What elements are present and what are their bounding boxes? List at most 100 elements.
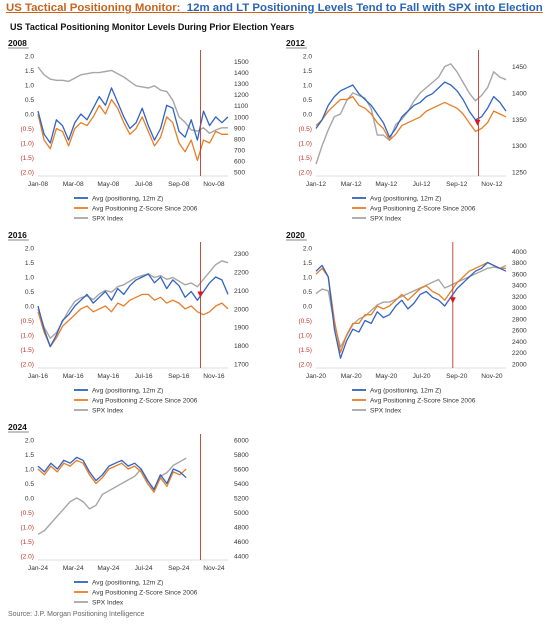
series-line-1 [315,261,506,354]
left-tick-label: (0.5) [20,126,34,133]
left-tick-label: 1.5 [303,68,312,75]
right-tick-label: 2100 [234,288,249,295]
right-tick-label: 5600 [234,467,249,474]
right-tick-label: 5400 [234,481,249,488]
x-tick-label: Nov-24 [203,565,225,572]
x-tick-label: Mar-16 [63,373,84,380]
left-tick-label: (0.5) [298,126,312,133]
right-tick-label: 700 [234,147,245,154]
x-tick-label: May-12 [375,181,397,188]
series-line-1 [315,95,507,141]
right-tick-label: 800 [234,136,245,143]
right-tick-label: 1400 [512,90,527,97]
series-line-0 [37,273,229,348]
chart-2008: 2008 2.0 1.5 1.0 0.5 0.0 (0.5) (1.0) (1.5) (2.0) 1… [8,38,249,222]
x-tick-label: May-20 [375,373,397,380]
chart-2012: 2012 2.0 1.5 1.0 0.5 0.0 (0.5) (1.0) (1.5) (2.0) 1… [286,38,527,222]
x-tick-label: Nov-20 [481,373,503,380]
x-tick-label: Sep-16 [168,373,190,380]
left-tick-label: 1.0 [303,275,312,282]
left-tick-label: (1.0) [20,525,34,532]
page-subtitle: US Tactical Positioning Monitor Levels D… [10,22,295,32]
left-tick-label: 0.5 [25,481,34,488]
right-tick-label: 500 [234,170,245,177]
left-tick-label: 1.0 [25,275,34,282]
x-tick-label: Jan-24 [28,565,48,572]
legend-entry: Avg (positioning, 12m Z) [92,195,163,202]
left-tick-label: 1.5 [25,68,34,75]
series-line-2 [37,260,229,339]
left-tick-label: (0.5) [20,510,34,517]
left-tick-label: 2.0 [303,246,312,253]
right-tick-label: 5000 [234,510,249,517]
left-tick-label: 1.0 [303,83,312,90]
series-line-0 [37,87,229,144]
series-line-2 [37,457,187,535]
right-tick-label: 5800 [234,452,249,459]
right-tick-label: 1300 [234,81,249,88]
x-tick-label: May-08 [97,181,119,188]
left-tick-label: (1.5) [20,155,34,162]
right-tick-label: 4800 [234,525,249,532]
chart-title: 2012 [286,38,305,48]
x-tick-label: Jul-20 [413,373,431,380]
x-tick-label: Mar-20 [341,373,362,380]
legend-entry: SPX Index [370,215,402,222]
legend-entry: Avg (positioning, 12m Z) [370,195,441,202]
left-tick-label: 0.0 [25,496,34,503]
right-tick-label: 1500 [234,59,249,66]
series-line-0 [315,261,507,359]
right-tick-label: 600 [234,158,245,165]
x-tick-label: Jan-12 [306,181,326,188]
chart-title: 2008 [8,38,27,48]
right-tick-label: 1700 [234,362,249,369]
legend-entry: SPX Index [92,599,124,606]
left-tick-label: (2.0) [298,362,312,369]
right-tick-label: 2300 [234,251,249,258]
right-tick-label: 1250 [512,170,527,177]
right-tick-label: 2200 [234,269,249,276]
series-line-1 [37,293,229,348]
series-line-0 [315,81,507,138]
left-tick-label: 2.0 [25,438,34,445]
left-tick-label: (1.0) [20,141,34,148]
legend-entry: Avg Positioning Z-Score Since 2006 [92,397,198,404]
right-tick-label: 5200 [234,496,249,503]
left-tick-label: (1.5) [20,539,34,546]
chart-2020: 2020 2.0 1.5 1.0 0.5 0.0 (0.5) (1.0) (1.5) (2.0) 4… [286,230,527,414]
arrow-marker [474,119,481,126]
left-tick-label: (1.0) [298,141,312,148]
chart-title: 2020 [286,230,305,240]
right-tick-label: 3400 [512,283,527,290]
right-tick-label: 3600 [512,271,527,278]
legend-entry: Avg (positioning, 12m Z) [370,387,441,394]
left-tick-label: 2.0 [25,246,34,253]
left-tick-label: (2.0) [20,554,34,561]
right-tick-label: 900 [234,125,245,132]
left-tick-label: 0.5 [25,289,34,296]
left-tick-label: 0.5 [25,97,34,104]
legend-entry: Avg Positioning Z-Score Since 2006 [370,205,476,212]
legend-entry: SPX Index [370,407,402,414]
x-tick-label: Nov-12 [481,181,503,188]
left-tick-label: 2.0 [25,54,34,61]
right-tick-label: 3800 [512,260,527,267]
x-tick-label: May-24 [97,565,119,572]
left-tick-label: 0.5 [303,97,312,104]
left-tick-label: 2.0 [303,54,312,61]
left-tick-label: 1.5 [25,452,34,459]
right-tick-label: 1400 [234,70,249,77]
page-title: US Tactical Positioning Monitor: 12m and… [6,2,543,14]
arrow-marker [197,291,204,298]
right-tick-label: 2000 [234,306,249,313]
x-tick-label: Nov-08 [203,181,225,188]
right-tick-label: 4000 [512,249,527,256]
right-tick-label: 4400 [234,554,249,561]
arrow-marker [449,297,456,304]
legend-entry: Avg Positioning Z-Score Since 2006 [92,589,198,596]
left-tick-label: 1.5 [25,260,34,267]
series-line-2 [315,63,507,165]
x-tick-label: Mar-24 [63,565,84,572]
x-tick-label: Sep-20 [446,373,468,380]
left-tick-label: (1.0) [298,333,312,340]
